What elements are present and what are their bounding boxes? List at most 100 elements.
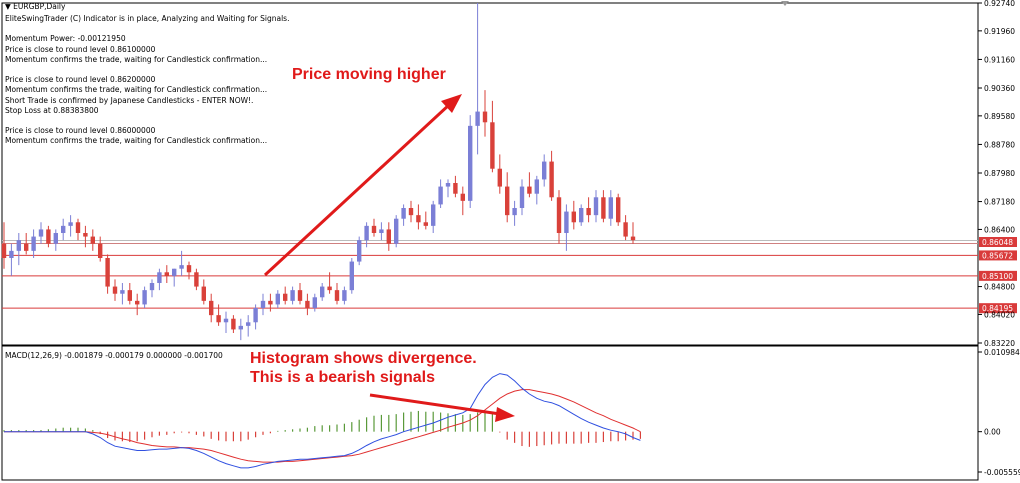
level-price-label: 0.85100 [982,272,1013,281]
candle-body [342,290,347,301]
indicator-log-line: Momentum Power: -0.00121950 [5,34,126,44]
indicator-log-line: Stop Loss at 0.88383800 [5,105,99,115]
candle-body [61,225,66,233]
indicator-log-line: Price is close to round level 0.86200000 [5,75,156,85]
candle-body [9,250,14,258]
candle-body [408,208,414,216]
candle-body [246,322,251,326]
candle-body [305,300,310,308]
candle-body [460,193,465,201]
price-axis-label: 0.91160 [984,55,1015,64]
histogram-annotation: Histogram shows divergence. This is a be… [250,349,477,387]
indicator-log-line: Price is close to round level 0.86100000 [5,44,156,54]
candle-body [120,290,125,294]
level-price-label: 0.86048 [982,238,1013,247]
price-axis-label: 0.87980 [984,169,1015,178]
candle-body [416,215,421,223]
macd-line [4,373,641,469]
price-annotation: Price moving higher [292,66,446,83]
candle-body [194,272,199,287]
candle-body [386,229,391,244]
indicator-log-line: Price is close to round level 0.86000000 [5,126,156,136]
candle-body [142,290,147,305]
candle-body [512,208,517,216]
candle-body [253,308,258,323]
candle-body [172,268,177,276]
candle-body [630,236,636,241]
candle-body [105,258,110,287]
candle-body [127,290,132,301]
candle-body [534,179,539,194]
collapse-triangle-icon[interactable]: ▼ [5,2,11,11]
candle-body [46,229,51,244]
histogram-annotation-line1: Histogram shows divergence. [250,350,477,367]
price-axis-label: 0.91960 [984,27,1015,36]
price-arrow-head-icon [441,94,462,113]
candle-body [475,111,480,126]
indicator-log-line: Momentum confirms the trade, waiting for… [5,85,268,95]
candle-body [497,168,502,187]
candle-body [320,286,325,298]
candle-body [438,186,443,205]
candle-body [527,186,532,194]
candle-body [38,229,44,237]
candle-body [312,297,317,308]
candle-body [608,197,613,219]
candle-body [505,186,510,216]
candle-body [490,122,495,169]
candle-body [327,286,332,291]
candle-body [445,183,451,187]
candle-body [571,211,576,223]
candle-body [98,243,103,258]
candle-body [1,243,7,258]
candle-body [357,240,362,262]
candle-body [482,111,488,123]
candle-body [149,283,155,291]
candle-body [468,125,473,201]
candle-body [334,290,340,301]
candle-body [349,261,354,291]
level-price-tag [979,250,1017,261]
candle-body [268,300,273,305]
level-price-label: 0.84195 [982,304,1013,313]
level-price-label: 0.85672 [982,251,1013,260]
candle-body [579,208,584,223]
candle-body [586,208,591,216]
price-axis-label: 0.89580 [984,112,1015,121]
price-axis-label: 0.83220 [984,339,1015,348]
histogram-arrow-shaft [369,393,501,416]
candle-body [542,161,547,180]
level-price-tag [979,270,1017,281]
candle-body [283,293,288,301]
indicator-log-line: Momentum confirms the trade, waiting for… [5,54,268,64]
candle-body [423,222,428,226]
candle-body [24,243,29,251]
candle-body [157,272,162,283]
indicator-log: EliteSwingTrader (C) Indicator is in pla… [5,14,289,146]
candle-body [231,318,236,330]
candle-body [201,286,206,301]
symbol-text: EURGBP,Daily [13,2,66,11]
candle-body [275,293,280,305]
indicator-log-line [5,116,289,126]
scroll-marker-icon [781,1,789,6]
candle-body [16,240,21,251]
candle-body [364,225,369,241]
candle-body [112,286,118,294]
candle-body [31,236,36,251]
price-axis-label: 0.92740 [984,0,1015,8]
candle-body [453,183,458,194]
candle-body [179,265,184,269]
candle-body [401,208,406,219]
candle-body [83,233,88,237]
macd-panel-frame [1,345,979,481]
candle-body [623,222,628,237]
candle-body [593,197,599,216]
candle-body [135,300,140,305]
price-panel-frame [1,2,979,346]
candle-body [431,204,436,226]
level-price-tag [979,237,1017,247]
candle-body [223,318,229,323]
candle-body [260,300,266,308]
